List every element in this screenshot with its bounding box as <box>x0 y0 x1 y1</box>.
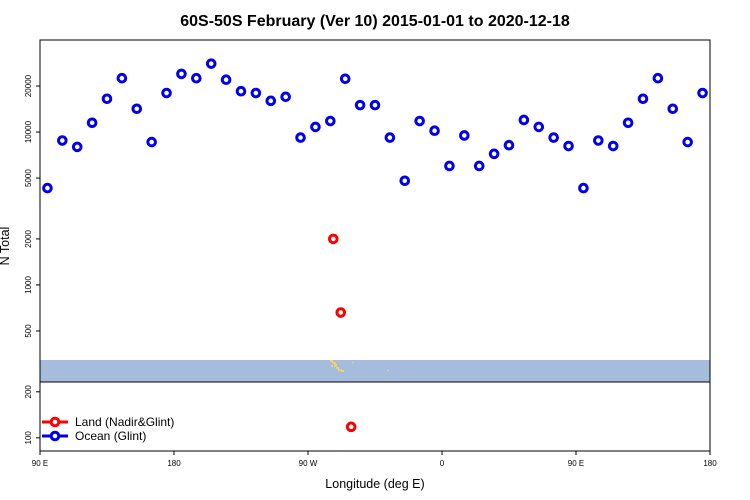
data-point <box>339 73 351 85</box>
legend-marker <box>49 430 61 442</box>
x-tick-label: 90 W <box>299 459 318 468</box>
y-tick-label: 1000 <box>24 275 33 293</box>
data-point <box>176 68 187 80</box>
chart-title: 60S-50S February (Ver 10) 2015-01-01 to … <box>180 13 570 30</box>
data-point <box>146 136 157 148</box>
data-point <box>563 140 574 152</box>
data-point <box>235 85 247 97</box>
series-layer <box>42 58 708 433</box>
data-point <box>459 130 470 141</box>
data-point <box>191 72 202 84</box>
data-point <box>622 117 634 129</box>
data-point <box>345 421 357 433</box>
data-point <box>593 135 604 146</box>
data-point <box>57 135 68 146</box>
series-1 <box>42 58 708 194</box>
data-point <box>444 160 455 172</box>
data-point <box>578 182 589 194</box>
y-axis-label: N Total <box>0 227 12 266</box>
x-tick-label: 180 <box>703 459 717 468</box>
y-tick-label: 20000 <box>24 74 33 97</box>
data-point <box>682 136 693 148</box>
data-point <box>131 103 143 115</box>
data-point <box>384 132 396 143</box>
data-point <box>220 74 232 85</box>
x-tick-label: 90 E <box>568 459 584 468</box>
y-tick-label: 500 <box>24 324 33 338</box>
x-axis-label: Longitude (deg E) <box>325 477 424 491</box>
data-point <box>325 115 336 127</box>
map-strip <box>40 360 710 382</box>
y-axis: 100 200 500 1000 2000 5000 10000 20000 <box>24 74 40 445</box>
data-point <box>399 175 411 187</box>
data-point <box>697 87 708 99</box>
data-point <box>42 182 53 194</box>
legend-item: Ocean (Glint) <box>42 429 146 443</box>
data-point <box>265 95 277 107</box>
legend: Land (Nadir&Glint)Ocean (Glint) <box>42 415 174 443</box>
legend-label: Land (Nadir&Glint) <box>75 415 174 429</box>
data-point <box>161 87 172 99</box>
x-axis: 90 E 180 90 W 0 90 E 180 <box>32 451 717 468</box>
data-point <box>473 160 485 172</box>
data-point <box>101 93 113 105</box>
legend-item: Land (Nadir&Glint) <box>42 415 174 429</box>
data-point <box>533 121 545 133</box>
data-point <box>488 148 500 160</box>
data-point <box>86 117 98 129</box>
y-tick-label: 200 <box>24 385 33 399</box>
x-tick-label: 90 E <box>32 459 48 468</box>
data-point <box>652 72 664 84</box>
y-tick-label: 2000 <box>24 229 33 247</box>
data-point <box>503 139 515 151</box>
data-point <box>116 72 128 84</box>
data-point <box>71 141 83 153</box>
data-point <box>310 121 321 133</box>
plot-frame <box>39 39 711 452</box>
data-point <box>354 99 366 111</box>
legend-marker <box>49 416 61 428</box>
data-point <box>414 115 425 127</box>
x-tick-label: 0 <box>440 459 445 468</box>
legend-label: Ocean (Glint) <box>75 429 146 443</box>
data-point <box>667 103 679 115</box>
south-america-tip <box>330 360 389 372</box>
data-point <box>335 307 347 318</box>
data-point <box>548 132 559 143</box>
y-tick-label: 10000 <box>24 120 33 143</box>
data-point <box>280 91 291 103</box>
data-point <box>250 87 262 99</box>
y-tick-label: 5000 <box>24 169 33 187</box>
x-tick-label: 180 <box>167 459 181 468</box>
ocean-band <box>40 360 710 382</box>
data-point <box>369 99 381 111</box>
series-0 <box>328 233 357 433</box>
data-point <box>518 114 530 126</box>
data-point <box>607 140 619 152</box>
data-point <box>637 93 649 105</box>
data-point <box>328 233 339 245</box>
data-point <box>205 58 217 69</box>
data-point <box>429 125 440 137</box>
y-tick-label: 100 <box>24 431 33 445</box>
data-point <box>295 132 306 143</box>
